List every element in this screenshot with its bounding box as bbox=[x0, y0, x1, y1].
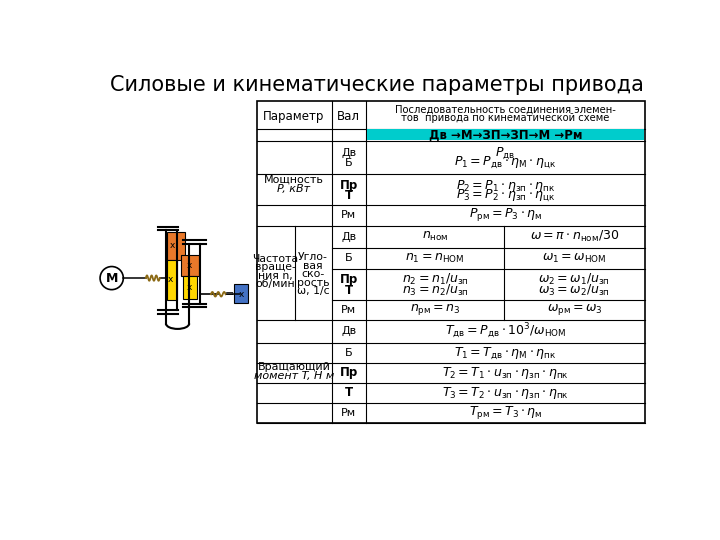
Text: Т: Т bbox=[345, 284, 353, 297]
Text: Дв →М→ЗП→ЗП→М →Рм: Дв →М→ЗП→ЗП→М →Рм bbox=[428, 129, 582, 141]
Text: Рм: Рм bbox=[341, 305, 356, 315]
Text: Рм: Рм bbox=[341, 210, 356, 220]
Text: $P_{\rm дв}$: $P_{\rm дв}$ bbox=[495, 145, 516, 161]
Text: ния n,: ния n, bbox=[258, 271, 292, 281]
Text: Пр: Пр bbox=[340, 179, 358, 192]
Text: ω, 1/с: ω, 1/с bbox=[297, 286, 330, 296]
Text: x: x bbox=[186, 283, 192, 292]
Text: Силовые и кинематические параметры привода: Силовые и кинематические параметры приво… bbox=[110, 75, 644, 95]
Text: Угло-: Угло- bbox=[298, 252, 328, 262]
Text: x: x bbox=[168, 275, 174, 284]
Bar bbox=[183, 276, 197, 299]
Text: Последовательность соединения элемен-: Последовательность соединения элемен- bbox=[395, 104, 616, 114]
Text: x: x bbox=[186, 261, 192, 270]
Text: Вращающий: Вращающий bbox=[257, 362, 330, 372]
Text: Дв: Дв bbox=[341, 326, 356, 336]
Bar bbox=[181, 255, 199, 276]
Text: Мощность: Мощность bbox=[264, 174, 324, 185]
Text: ско-: ско- bbox=[302, 269, 325, 279]
Text: $\omega_2 = \omega_1/u_{\rm зп}$: $\omega_2 = \omega_1/u_{\rm зп}$ bbox=[539, 272, 611, 287]
Text: $T_1 = T_{\rm дв} \cdot \eta_{\rm М} \cdot \eta_{\rm пк}$: $T_1 = T_{\rm дв} \cdot \eta_{\rm М} \cd… bbox=[454, 345, 557, 361]
Text: $P_2 = P_1 \cdot \eta_{\rm зп} \cdot \eta_{\rm пк}$: $P_2 = P_1 \cdot \eta_{\rm зп} \cdot \et… bbox=[456, 178, 555, 194]
Text: об/мин: об/мин bbox=[256, 279, 295, 289]
Text: Частота: Частота bbox=[252, 254, 298, 264]
Text: Дв: Дв bbox=[341, 232, 356, 241]
Text: Т: Т bbox=[345, 189, 353, 202]
Text: x: x bbox=[238, 290, 244, 299]
Text: Пр: Пр bbox=[340, 273, 358, 286]
Text: $T_2 = T_1 \cdot u_{\rm зп} \cdot \eta_{\rm зп} \cdot \eta_{\rm пк}$: $T_2 = T_1 \cdot u_{\rm зп} \cdot \eta_{… bbox=[442, 365, 569, 381]
Text: $n_{\rm ном}$: $n_{\rm ном}$ bbox=[421, 230, 449, 243]
Text: $P_1 = P_{\rm дв} \cdot \eta_{\rm M} \cdot \eta_{\rm цк}$: $P_1 = P_{\rm дв} \cdot \eta_{\rm M} \cd… bbox=[454, 156, 557, 171]
Text: рость: рость bbox=[297, 278, 330, 288]
Bar bbox=[167, 232, 185, 260]
Text: Пр: Пр bbox=[340, 366, 358, 379]
Text: $n_1 = n_{\rm НОМ}$: $n_1 = n_{\rm НОМ}$ bbox=[405, 252, 464, 265]
Text: $n_{\rm рм} = n_3$: $n_{\rm рм} = n_3$ bbox=[410, 302, 460, 317]
Text: Т: Т bbox=[345, 386, 353, 399]
Text: $T_{\rm дв} = P_{\rm дв} \cdot 10^3/\omega_{\rm НОМ}$: $T_{\rm дв} = P_{\rm дв} \cdot 10^3/\ome… bbox=[445, 321, 566, 341]
Text: Рм: Рм bbox=[341, 408, 356, 418]
Text: $n_3 = n_2/u_{\rm зп}$: $n_3 = n_2/u_{\rm зп}$ bbox=[402, 283, 468, 298]
Text: $T_3 = T_2 \cdot u_{\rm зп} \cdot \eta_{\rm зп} \cdot \eta_{\rm пк}$: $T_3 = T_2 \cdot u_{\rm зп} \cdot \eta_{… bbox=[442, 385, 569, 401]
Bar bbox=[234, 284, 248, 303]
Text: Дв: Дв bbox=[341, 148, 356, 158]
Text: =: = bbox=[225, 289, 234, 299]
Text: $P_{\rm рм} = P_3 \cdot \eta_{\rm м}$: $P_{\rm рм} = P_3 \cdot \eta_{\rm м}$ bbox=[469, 206, 542, 224]
Text: Б: Б bbox=[345, 158, 353, 167]
Text: вая: вая bbox=[303, 261, 323, 271]
Text: $\omega_1 = \omega_{\rm НОМ}$: $\omega_1 = \omega_{\rm НОМ}$ bbox=[542, 252, 606, 265]
Bar bbox=[256, 101, 645, 423]
Text: момент T, Н м: момент T, Н м bbox=[253, 371, 334, 381]
Text: Параметр: Параметр bbox=[263, 110, 325, 123]
Text: тов  привода по кинематической схеме: тов привода по кинематической схеме bbox=[401, 113, 610, 123]
Text: M: M bbox=[106, 272, 118, 285]
Text: Б: Б bbox=[345, 253, 353, 263]
Text: $T_{\rm рм} = T_3 \cdot \eta_{\rm м}$: $T_{\rm рм} = T_3 \cdot \eta_{\rm м}$ bbox=[469, 404, 542, 421]
Text: $P_3 = P_2 \cdot \eta_{\rm зп} \cdot \eta_{\rm цк}$: $P_3 = P_2 \cdot \eta_{\rm зп} \cdot \et… bbox=[456, 187, 555, 204]
Bar bbox=[366, 130, 644, 140]
Bar bbox=[167, 260, 177, 300]
Text: Вал: Вал bbox=[338, 110, 360, 123]
Text: $\omega_{\rm рм} = \omega_3$: $\omega_{\rm рм} = \omega_3$ bbox=[546, 302, 602, 317]
Text: x: x bbox=[169, 241, 175, 250]
Text: Б: Б bbox=[345, 348, 353, 358]
Text: P, кВт: P, кВт bbox=[277, 184, 310, 194]
Text: $\omega_3 = \omega_2/u_{\rm зп}$: $\omega_3 = \omega_2/u_{\rm зп}$ bbox=[539, 283, 611, 298]
Text: враще-: враще- bbox=[255, 262, 296, 272]
Text: $n_2 = n_1/u_{\rm зп}$: $n_2 = n_1/u_{\rm зп}$ bbox=[402, 272, 468, 287]
Text: $\omega = \pi \cdot n_{\rm ном}/30$: $\omega = \pi \cdot n_{\rm ном}/30$ bbox=[530, 229, 619, 244]
